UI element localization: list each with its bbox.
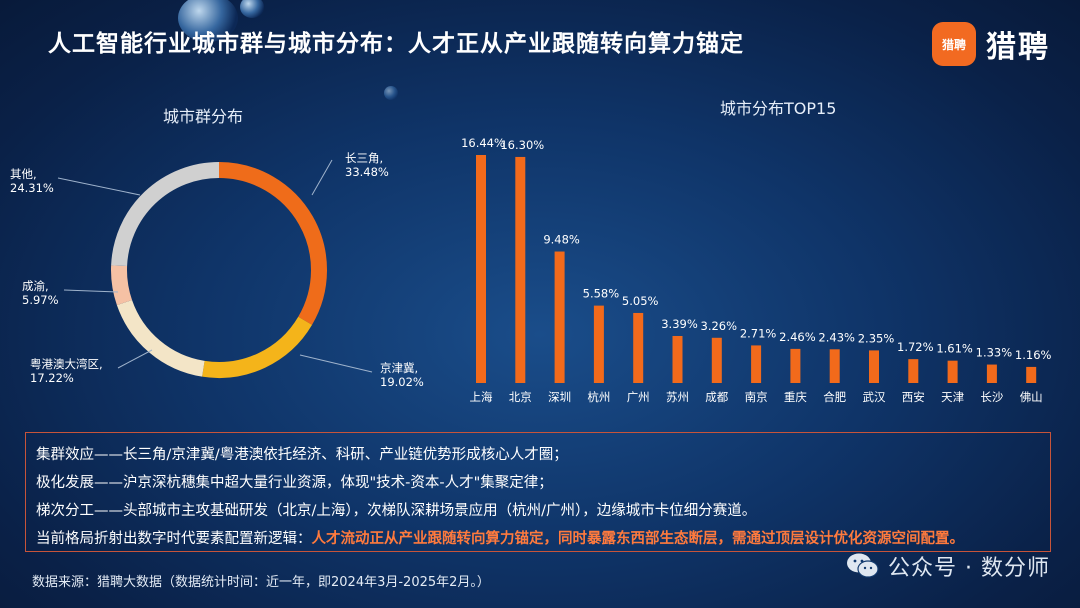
- brand-logo: 猎聘 猎聘: [932, 22, 1050, 66]
- decorative-bubble: [240, 0, 264, 18]
- brand-name: 猎聘: [986, 30, 1050, 65]
- data-source-note: 数据来源：猎聘大数据（数据统计时间：近一年，即2024年3月-2025年2月。）: [32, 575, 490, 590]
- bar-category-label: 成都: [705, 390, 728, 404]
- bar: [1026, 366, 1037, 383]
- bar-category-label: 苏州: [666, 390, 689, 404]
- bar: [633, 312, 644, 383]
- bar-value-label: 16.44%: [461, 136, 505, 150]
- bar: [515, 156, 526, 383]
- page-title: 人工智能行业城市群与城市分布：人才正从产业跟随转向算力锚定: [48, 31, 744, 57]
- donut-leader-line: [57, 177, 141, 196]
- donut-slice-value: 17.22%: [30, 371, 74, 385]
- donut-leader-line: [311, 159, 333, 196]
- bar-category-label: 武汉: [863, 390, 886, 404]
- bar-value-label: 3.39%: [661, 317, 698, 331]
- donut-slice: [111, 265, 133, 306]
- donut-slice-value: 24.31%: [10, 181, 54, 195]
- note-conclusion: 当前格局折射出数字时代要素配置新逻辑：人才流动正从产业跟随转向算力锚定，同时暴露…: [36, 525, 1040, 553]
- bar-value-label: 9.48%: [543, 233, 580, 247]
- bar-category-label: 广州: [627, 390, 650, 404]
- bar-category-label: 上海: [470, 390, 493, 404]
- donut-slice: [202, 316, 313, 378]
- bar-value-label: 1.16%: [1015, 348, 1052, 362]
- bar: [751, 345, 762, 383]
- bar-value-label: 1.33%: [976, 346, 1013, 360]
- donut-slice-value: 5.97%: [22, 293, 59, 307]
- bar-value-label: 2.71%: [740, 326, 777, 340]
- bar: [986, 364, 997, 383]
- donut-leader-line: [63, 289, 119, 293]
- bar-chart: 16.44% 上海 16.30% 北京 9.48% 深圳 5.58% 杭州 5.05% 广州 3.3…: [461, 136, 1052, 404]
- watermark-text: 公众号 · 数分师: [888, 556, 1050, 581]
- bar-category-label: 长沙: [980, 390, 1003, 404]
- note-cluster-effect: 集群效应——长三角/京津冀/粤港澳依托经济、科研、产业链优势形成核心人才圈；: [36, 447, 568, 463]
- donut-slice-label: 京津冀,: [380, 361, 418, 375]
- donut-chart-title: 城市群分布: [163, 107, 244, 126]
- bar-value-label: 2.43%: [818, 330, 855, 344]
- note-conclusion-highlight: 人才流动正从产业跟随转向算力锚定，同时暴露东西部生态断层，需通过顶层设计优化资源…: [311, 531, 965, 547]
- wechat-icon: [847, 553, 879, 578]
- note-polarization: 极化发展——沪京深杭穗集中超大量行业资源，体现"技术-资本-人才"集聚定律；: [36, 475, 553, 491]
- bar-category-label: 深圳: [548, 390, 571, 404]
- bar: [554, 251, 565, 383]
- bar: [947, 360, 958, 383]
- donut-slice: [111, 162, 220, 267]
- summary-notes-box: 集群效应——长三角/京津冀/粤港澳依托经济、科研、产业链优势形成核心人才圈； 极…: [25, 432, 1051, 552]
- bar: [593, 305, 604, 383]
- donut-slice-label: 粤港澳大湾区,: [30, 357, 103, 371]
- decorative-bubble: [178, 0, 238, 42]
- bar-value-label: 1.72%: [897, 340, 934, 354]
- bar-value-label: 16.30%: [500, 138, 544, 152]
- bar: [476, 155, 486, 383]
- bar-category-label: 重庆: [784, 390, 807, 404]
- bar-category-label: 南京: [745, 390, 768, 404]
- donut-leader-line: [299, 354, 373, 373]
- note-tiered-division: 梯次分工——头部城市主攻基础研发（北京/上海），次梯队深耕场景应用（杭州/广州）…: [36, 503, 757, 519]
- bar-value-label: 3.26%: [701, 319, 738, 333]
- donut-leader-line: [117, 349, 153, 369]
- bar-value-label: 5.58%: [583, 287, 620, 301]
- note-conclusion-lead: 当前格局折射出数字时代要素配置新逻辑：: [36, 531, 312, 547]
- donut-slice-label: 其他,: [10, 167, 37, 181]
- bar-category-label: 合肥: [823, 390, 846, 404]
- decorative-bubble: [384, 86, 398, 100]
- bar-category-label: 西安: [902, 390, 925, 404]
- donut-chart: 长三角,33.48% 京津冀,19.02% 粤港澳大湾区,17.22% 成渝,5.97…: [10, 151, 424, 389]
- bar-value-label: 2.46%: [779, 330, 816, 344]
- donut-slice-value: 33.48%: [345, 165, 389, 179]
- donut-slice-value: 19.02%: [380, 375, 424, 389]
- bar-chart-title: 城市分布TOP15: [720, 99, 837, 118]
- bar: [869, 350, 879, 383]
- bar: [790, 348, 801, 383]
- bar-category-label: 天津: [941, 390, 964, 404]
- bar-value-label: 2.35%: [858, 331, 895, 345]
- donut-slice: [116, 299, 205, 377]
- bar: [711, 337, 722, 383]
- bar-category-label: 杭州: [587, 390, 610, 404]
- bar-value-label: 1.61%: [936, 342, 973, 356]
- donut-slice-label: 成渝,: [22, 279, 49, 293]
- bar-category-label: 佛山: [1020, 390, 1043, 404]
- bar-category-label: 北京: [509, 390, 532, 404]
- donut-slice-label: 长三角,: [345, 151, 383, 165]
- bar-value-label: 5.05%: [622, 294, 659, 308]
- bar: [672, 335, 683, 383]
- watermark: 公众号 · 数分师: [846, 550, 1050, 582]
- donut-slice: [218, 162, 327, 325]
- brand-logo-icon: 猎聘: [932, 22, 976, 66]
- bar: [829, 349, 840, 383]
- bar: [908, 359, 919, 383]
